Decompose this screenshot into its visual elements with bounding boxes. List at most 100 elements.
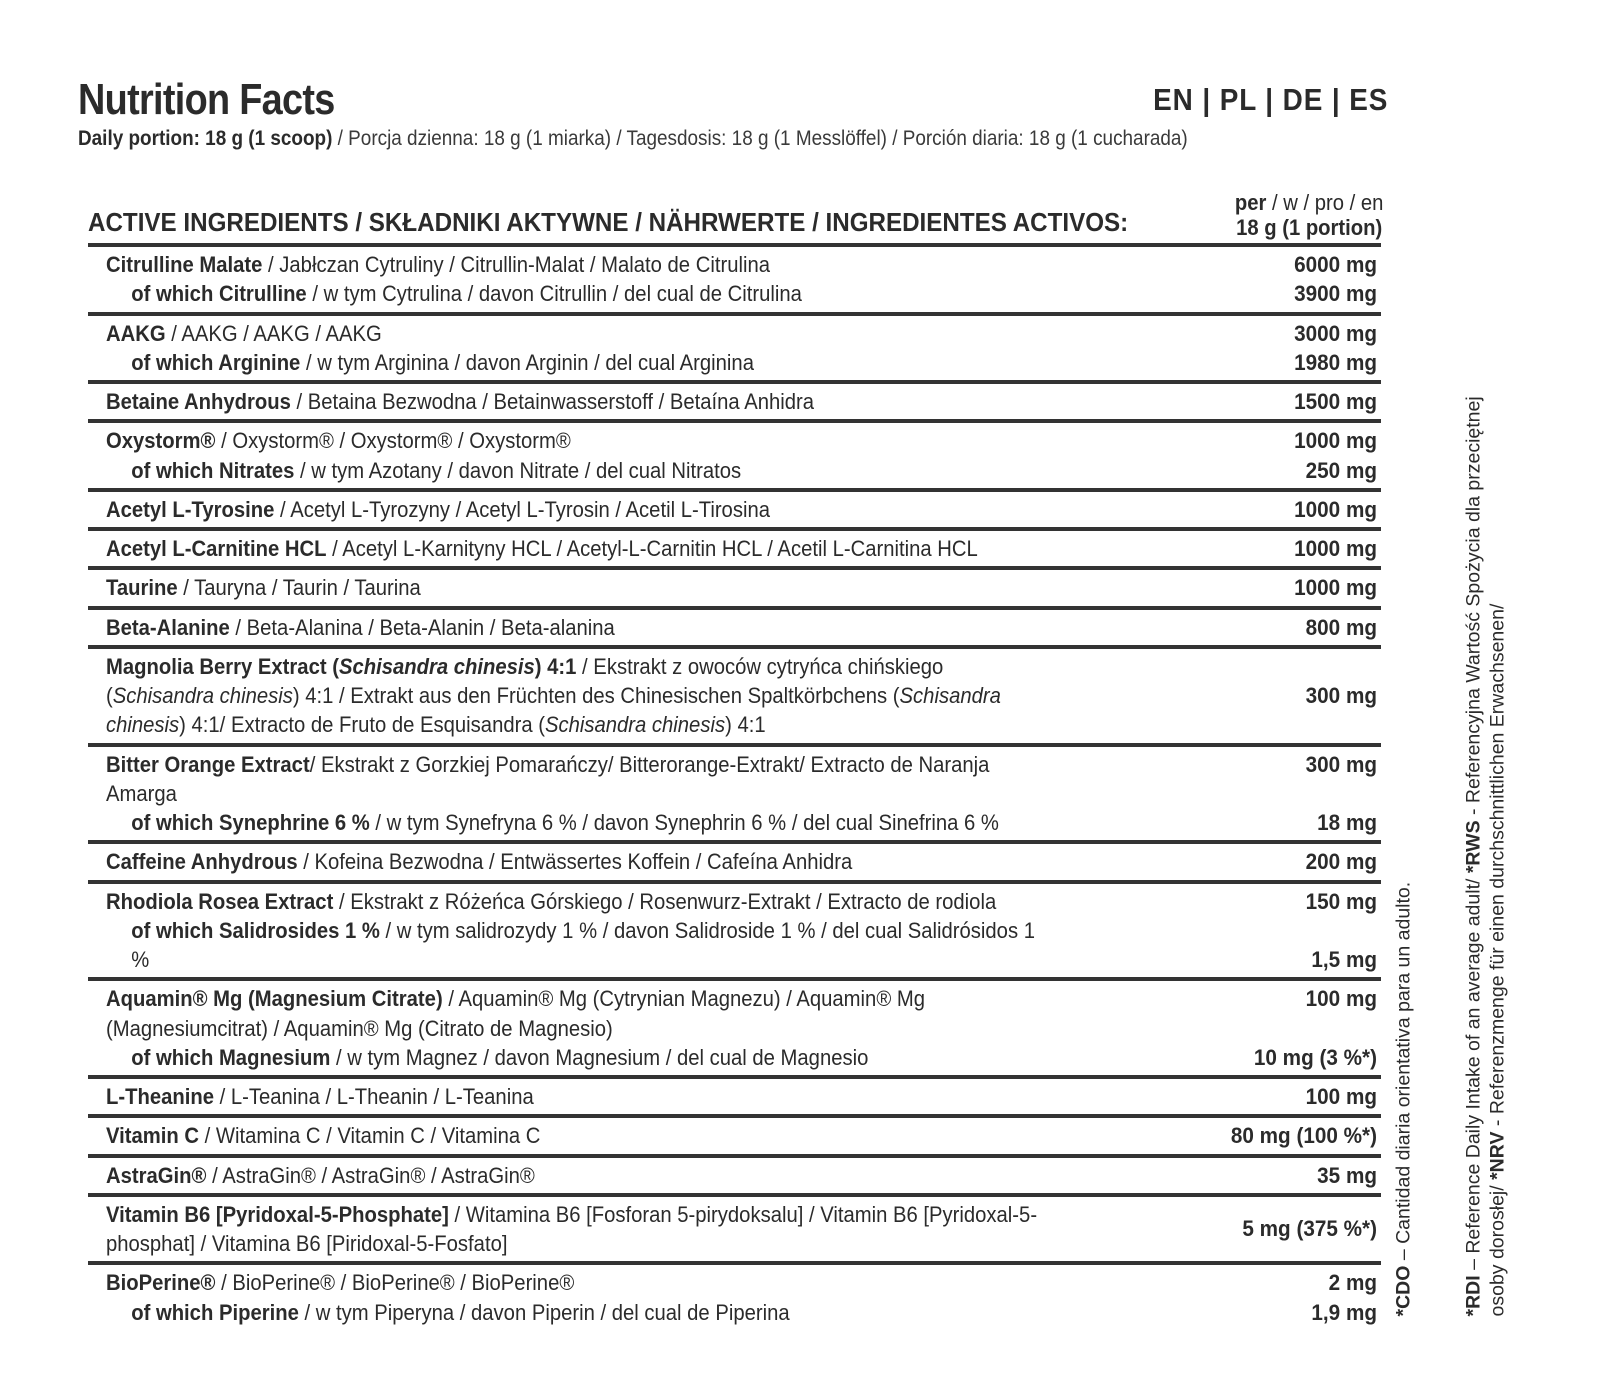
footnotes-vertical: *RDI – Reference Daily Intake of an aver…	[1392, 186, 1592, 1316]
ingredient-names: L-Theanine / L-Teanina / L-Theanin / L-T…	[88, 1082, 1159, 1111]
subline-name-en: of which Salidrosides 1 %	[131, 917, 380, 943]
ingredient-names: BioPerine® / BioPerine® / BioPerine® / B…	[88, 1268, 1159, 1327]
schisandra-latin-3: Schisandra chinesis	[106, 683, 1001, 738]
ingredient-names: Bitter Orange Extract/ Ekstrakt z Gorzki…	[88, 750, 1159, 838]
ingredient-amount: 2 mg	[1328, 1270, 1377, 1296]
ingredient-subline: of which Salidrosides 1 % / w tym salidr…	[106, 916, 1047, 975]
ingredient-subline: of which Citrulline / w tym Cytrulina / …	[106, 279, 1047, 308]
magnolia-es-end: ) 4:1	[725, 712, 766, 738]
ingredient-names: Magnolia Berry Extract (Schisandra chine…	[88, 652, 1159, 740]
schisandra-latin: Schisandra chinesis	[338, 653, 535, 679]
ingredient-name-en: Beta-Alanine	[106, 614, 230, 640]
column-header-portion-line: 18 g (1 portion)	[1234, 215, 1383, 240]
ingredient-name: Vitamin B6 [Pyridoxal-5-Phosphate] / Wit…	[106, 1200, 1047, 1259]
ingredient-name: Caffeine Anhydrous / Kofeina Bezwodna / …	[106, 847, 1047, 876]
rws-text: - Referencyjna Wartość Spożycia dla prze…	[1462, 395, 1485, 820]
ingredient-subline: of which Magnesium / w tym Magnez / davo…	[106, 1043, 1047, 1072]
magnolia-italic-1: Schisandra chinesis	[339, 654, 535, 679]
ingredient-name-translations: / Jabłczan Cytruliny / Citrullin-Malat /…	[262, 252, 770, 277]
ingredient-name-translations: / Tauryna / Taurin / Taurina	[177, 575, 421, 601]
ingredient-name-translations: / Acetyl L-Tyrozyny / Acetyl L-Tyrosin /…	[274, 496, 770, 522]
daily-portion-en: Daily portion: 18 g (1 scoop)	[78, 126, 333, 150]
ingredient-values: 100 mg	[1159, 1082, 1381, 1111]
ingredient-name-en: AstraGin®	[106, 1162, 207, 1188]
ingredient-names: Acetyl L-Carnitine HCL / Acetyl L-Karnit…	[88, 534, 1159, 563]
nrv-abbr: *NRV	[1486, 1131, 1509, 1180]
subline-translations: / w tym Cytrulina / davon Citrullin / de…	[306, 281, 802, 307]
ingredient-name: AAKG / AAKG / AAKG / AAKG	[106, 319, 1047, 348]
ingredient-name-translations: / Kofeina Bezwodna / Entwässertes Koffei…	[297, 849, 853, 875]
ingredient-name: Taurine / Tauryna / Taurin / Taurina	[106, 573, 1047, 602]
ingredient-names: Oxystorm® / Oxystorm® / Oxystorm® / Oxys…	[88, 426, 1159, 485]
ingredient-names: Taurine / Tauryna / Taurin / Taurina	[88, 573, 1159, 602]
ingredient-values: 5 mg (375 %*)	[1159, 1200, 1381, 1259]
table-row: Caffeine Anhydrous / Kofeina Bezwodna / …	[88, 840, 1381, 879]
ingredient-name-translations: / Ekstrakt z Różeńca Górskiego / Rosenwu…	[333, 888, 997, 914]
rws-abbr: *RWS	[1462, 819, 1485, 873]
ingredient-name-translations: / BioPerine® / BioPerine® / BioPerine®	[215, 1270, 575, 1296]
ingredient-amount: 300 mg	[1305, 683, 1377, 708]
table-row: Acetyl L-Tyrosine / Acetyl L-Tyrozyny / …	[88, 487, 1381, 527]
footnote-line-2: osoby dorosłej/ *NRV - Referenzmenge für…	[1486, 186, 1509, 1316]
ingredient-amount: 35 mg	[1317, 1162, 1377, 1188]
page-title: Nutrition Facts	[78, 75, 335, 124]
subline-name-en: of which Arginine	[131, 349, 301, 375]
column-header-per-portion: per / w / pro / en 18 g (1 portion)	[1234, 190, 1383, 240]
magnolia-de: ) 4:1 / Extrakt aus den Früchten des Chi…	[292, 683, 900, 708]
table-row: Betaine Anhydrous / Betaina Bezwodna / B…	[88, 380, 1381, 419]
ingredient-name-en: BioPerine®	[106, 1270, 216, 1296]
rdi-text: – Reference Daily Intake of an average a…	[1462, 872, 1485, 1275]
ingredient-amount: 1000 mg	[1294, 536, 1377, 561]
ingredient-name-translations: / Oxystorm® / Oxystorm® / Oxystorm®	[215, 428, 571, 454]
ingredient-name-translations: / Betaina Bezwodna / Betainwasserstoff /…	[290, 389, 814, 414]
ingredient-subline: of which Piperine / w tym Piperyna / dav…	[106, 1298, 1047, 1327]
ingredient-names: AAKG / AAKG / AAKG / AAKG of which Argini…	[88, 319, 1159, 378]
cdo-abbr: *CDO	[1392, 1265, 1415, 1316]
magnolia-bold-1: Magnolia Berry Extract (	[106, 653, 339, 679]
ingredient-amount: 1000 mg	[1294, 428, 1377, 454]
table-row: Beta-Alanine / Beta-Alanina / Beta-Alani…	[88, 605, 1381, 645]
ingredient-values: 1500 mg	[1159, 387, 1381, 416]
schisandra-latin-4: Schisandra chinesis	[544, 712, 726, 738]
ingredient-name: L-Theanine / L-Teanina / L-Theanin / L-T…	[106, 1082, 1047, 1111]
rdi-abbr: *RDI	[1462, 1274, 1485, 1316]
ingredient-name-en: Vitamin C	[106, 1123, 200, 1149]
subline-amount: 10 mg (3 %*)	[1253, 1044, 1377, 1070]
ingredient-name-en: Bitter Orange Extract	[106, 751, 310, 777]
table-row: L-Theanine / L-Teanina / L-Theanin / L-T…	[88, 1075, 1381, 1114]
ingredient-values: 35 mg	[1159, 1161, 1381, 1190]
ingredient-name-en: L-Theanine	[106, 1084, 215, 1109]
table-row: AstraGin® / AstraGin® / AstraGin® / Astr…	[88, 1153, 1381, 1193]
ingredient-amount: 1000 mg	[1294, 496, 1377, 522]
portion-size-label: 18 g (1 portion)	[1235, 215, 1382, 241]
ingredient-names: Caffeine Anhydrous / Kofeina Bezwodna / …	[88, 847, 1159, 876]
ingredient-name-translations: / L-Teanina / L-Theanin / L-Teanina	[214, 1084, 534, 1109]
ingredient-name: AstraGin® / AstraGin® / AstraGin® / Astr…	[106, 1161, 1047, 1190]
ingredient-values: 1000 mg 250 mg	[1159, 426, 1381, 485]
subline-translations: / w tym Azotany / davon Nitrate / del cu…	[294, 457, 742, 483]
ingredient-name: Acetyl L-Tyrosine / Acetyl L-Tyrozyny / …	[106, 495, 1047, 524]
magnolia-pl: / Ekstrakt z owoców cytryńca chińskiego …	[106, 653, 944, 708]
ingredient-values: 300 mg 18 mg	[1159, 750, 1381, 838]
ingredient-name: Beta-Alanine / Beta-Alanina / Beta-Alani…	[106, 613, 1047, 642]
ingredient-amount: 1500 mg	[1294, 389, 1377, 414]
subline-amount: 1,9 mg	[1311, 1299, 1377, 1325]
subline-amount: 250 mg	[1305, 457, 1377, 483]
ingredient-name-en: AAKG	[106, 320, 166, 346]
table-row: Vitamin B6 [Pyridoxal-5-Phosphate] / Wit…	[88, 1192, 1381, 1262]
ingredient-values: 300 mg	[1159, 652, 1381, 740]
ingredient-amount: 100 mg	[1305, 986, 1377, 1012]
ingredient-values: 200 mg	[1159, 847, 1381, 876]
ingredient-amount: 300 mg	[1305, 751, 1377, 777]
ingredient-name-translations: / AstraGin® / AstraGin® / AstraGin®	[206, 1162, 535, 1188]
ingredient-name: Betaine Anhydrous / Betaina Bezwodna / B…	[106, 387, 1047, 416]
footnote-line-1: *RDI – Reference Daily Intake of an aver…	[1462, 186, 1485, 1316]
title-row: Nutrition Facts EN | PL | DE | ES	[78, 78, 1388, 122]
ingredient-names: Beta-Alanine / Beta-Alanina / Beta-Alani…	[88, 613, 1159, 642]
ingredient-names: Betaine Anhydrous / Betaina Bezwodna / B…	[88, 387, 1159, 416]
ingredient-names: AstraGin® / AstraGin® / AstraGin® / Astr…	[88, 1161, 1159, 1190]
table-row: BioPerine® / BioPerine® / BioPerine® / B…	[88, 1261, 1381, 1330]
ingredient-name-en: Betaine Anhydrous	[106, 389, 291, 414]
ingredient-amount: 150 mg	[1305, 888, 1377, 914]
